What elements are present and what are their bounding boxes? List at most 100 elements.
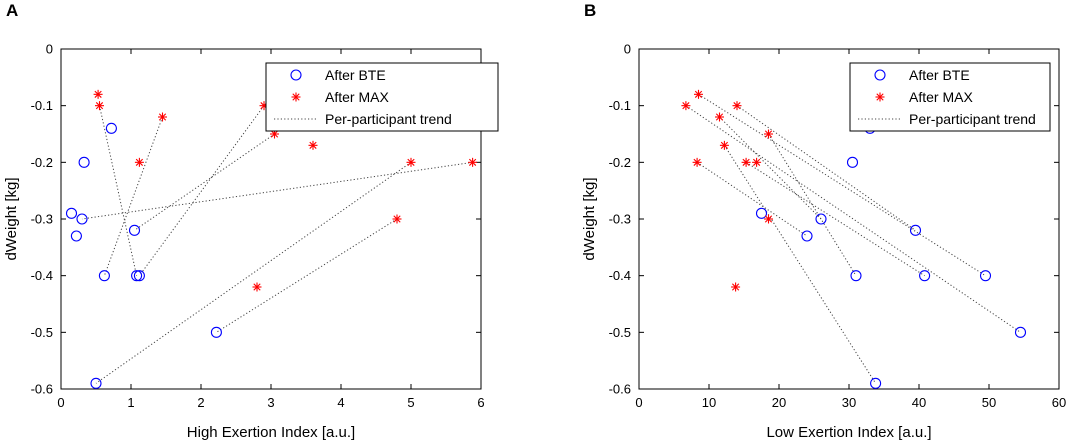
x-tick-label: 0: [635, 395, 642, 410]
trend-line: [696, 161, 808, 237]
bte-point: [815, 213, 827, 225]
bte-point: [870, 377, 882, 389]
x-tick-label: 30: [842, 395, 856, 410]
y-tick-label: -0.6: [31, 382, 53, 397]
bte-point: [128, 224, 141, 236]
x-tick-label: 50: [982, 395, 996, 410]
bte-point: [131, 270, 143, 282]
x-tick-label: 2: [197, 395, 204, 410]
trend-line: [134, 133, 275, 231]
legend-bte-icon: [290, 69, 302, 81]
legend-label-max: After MAX: [325, 89, 389, 105]
max-point: [715, 112, 724, 122]
max-point: [764, 214, 773, 224]
bte-point: [70, 230, 82, 242]
trend-line: [103, 116, 163, 276]
bte-point: [979, 270, 992, 282]
x-tick-label: 10: [702, 395, 716, 410]
max-point: [93, 89, 103, 99]
x-tick-label: 20: [772, 395, 786, 410]
y-tick-label: -0.3: [609, 212, 631, 227]
trend-line: [698, 93, 986, 277]
max-point: [732, 101, 742, 111]
bte-point: [909, 224, 922, 236]
bte-point: [755, 207, 768, 219]
bte-point: [919, 270, 931, 282]
bte-point: [76, 213, 88, 225]
max-point: [731, 282, 741, 292]
legend-max-icon: [291, 92, 301, 102]
legend-label-max: After MAX: [909, 89, 973, 105]
bte-point: [801, 230, 813, 242]
trend-line: [138, 105, 265, 276]
max-point: [392, 214, 402, 224]
x-tick-label: 5: [407, 395, 414, 410]
max-point: [719, 140, 729, 150]
max-point: [252, 282, 262, 292]
y-tick-label: -0.2: [31, 155, 53, 170]
max-point: [134, 157, 144, 167]
bte-point: [105, 122, 117, 134]
x-tick-label: 40: [912, 395, 926, 410]
trend-line: [685, 105, 1021, 333]
x-axis-label: Low Exertion Index [a.u.]: [766, 424, 931, 441]
y-tick-label: -0.2: [609, 155, 631, 170]
x-tick-label: 60: [1052, 395, 1066, 410]
max-point: [694, 89, 703, 99]
legend-label-trend: Per-participant trend: [325, 111, 452, 127]
y-tick-label: -0.3: [31, 212, 53, 227]
max-point: [681, 101, 691, 111]
y-tick-label: 0: [46, 42, 53, 57]
legend: After BTE After MAX Per-participant trend: [265, 62, 499, 132]
bte-point: [98, 270, 110, 282]
bte-point: [210, 326, 222, 338]
panel-b: B 0 10 20 30 40 50 60 0 -0.1 -0.2 -0.3 -0.4 -0.5 -0.6 L…: [581, 1, 1066, 441]
legend-bte-icon: [874, 69, 886, 81]
y-tick-label: -0.5: [31, 325, 53, 340]
bte-point: [78, 156, 90, 168]
max-point: [95, 101, 104, 111]
x-tick-label: 3: [267, 395, 274, 410]
trend-line: [723, 145, 877, 384]
trend-line: [736, 105, 916, 231]
y-tick-label: 0: [624, 42, 631, 57]
trend-line: [95, 161, 412, 384]
trend-line: [745, 161, 925, 277]
max-point: [764, 129, 773, 139]
legend-box: [265, 62, 499, 132]
y-tick-label: -0.1: [609, 98, 631, 113]
max-point: [406, 157, 416, 167]
bte-point: [65, 207, 78, 219]
max-point: [741, 157, 751, 167]
trend-line: [99, 105, 138, 276]
legend-label-bte: After BTE: [325, 67, 386, 83]
y-tick-label: -0.4: [609, 268, 631, 283]
bte-point: [1014, 326, 1027, 338]
panel-a: A 0 1 2 3 4 5 6 0 -0.1 -0.2 -0.3 -0.4 -0.5 -0.6 High Ex…: [3, 1, 499, 441]
y-tick-label: -0.4: [31, 268, 53, 283]
bte-point: [846, 156, 859, 168]
max-point: [308, 140, 318, 150]
y-axis-label: dWeight [kg]: [3, 177, 20, 260]
bte-point: [133, 270, 145, 282]
legend: After BTE After MAX Per-participant trend: [849, 62, 1051, 132]
trend-line: [768, 133, 857, 276]
y-tick-label: -0.5: [609, 325, 631, 340]
x-axis-label: High Exertion Index [a.u.]: [187, 424, 355, 441]
x-tick-label: 0: [57, 395, 64, 410]
max-point: [752, 157, 762, 167]
max-point: [468, 157, 478, 167]
y-axis-label: dWeight [kg]: [581, 177, 598, 260]
x-tick-label: 1: [127, 395, 134, 410]
x-tick-label: 6: [477, 395, 484, 410]
panel-label: B: [584, 1, 596, 20]
legend-label-bte: After BTE: [909, 67, 970, 83]
y-tick-label: -0.6: [609, 382, 631, 397]
trend-line: [719, 116, 822, 220]
legend-max-icon: [875, 92, 885, 102]
legend-label-trend: Per-participant trend: [909, 111, 1036, 127]
bte-point: [850, 270, 862, 282]
max-point: [158, 112, 167, 122]
trend-line: [81, 161, 473, 220]
